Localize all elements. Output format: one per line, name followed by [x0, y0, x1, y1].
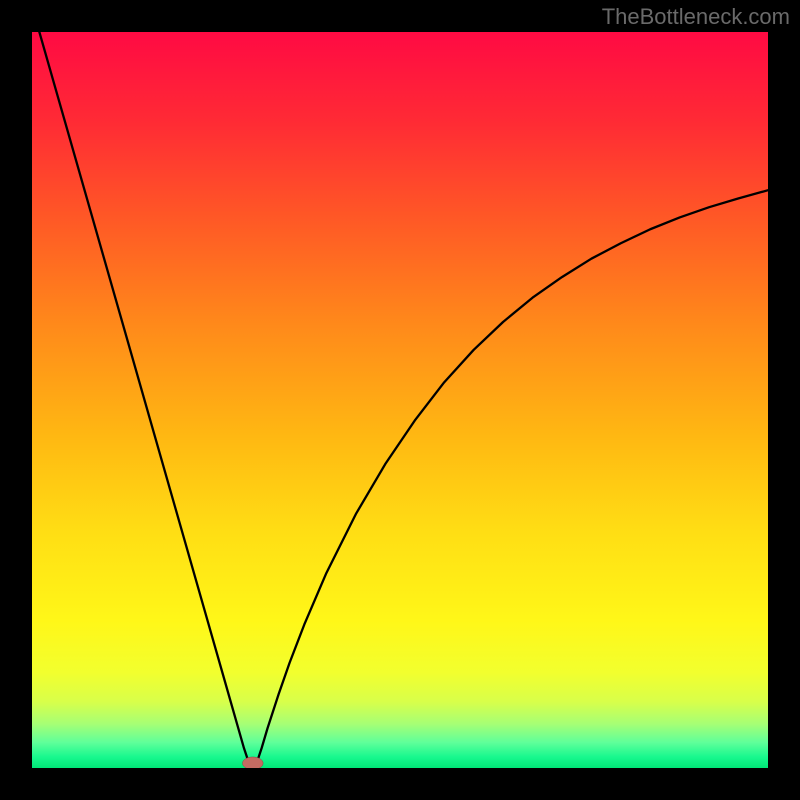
optimum-marker [242, 757, 263, 768]
gradient-background [32, 32, 768, 768]
watermark-text: TheBottleneck.com [602, 4, 790, 30]
chart-frame: TheBottleneck.com [0, 0, 800, 800]
bottleneck-chart [32, 32, 768, 768]
